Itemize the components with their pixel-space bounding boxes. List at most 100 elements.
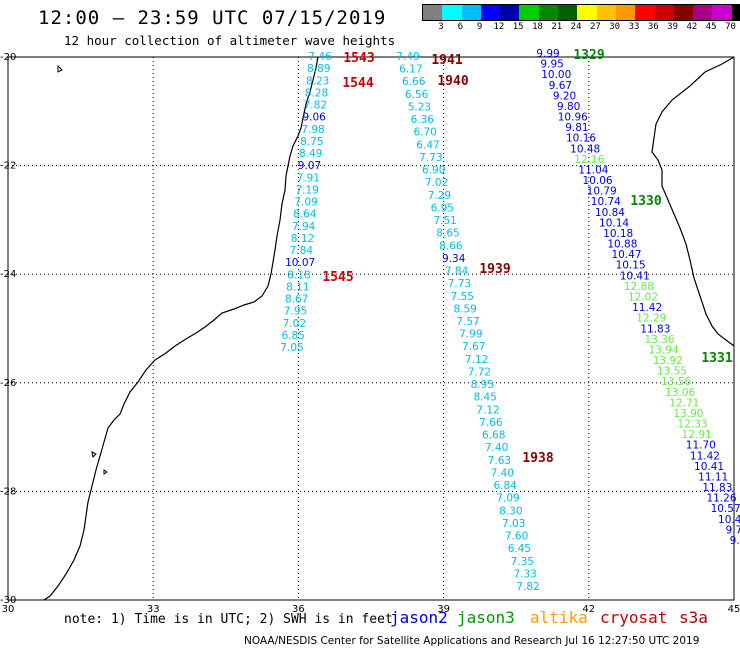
wave-height-value: 7.84	[290, 245, 314, 257]
scale-label: 39	[667, 22, 679, 32]
wave-height-value: 7.09	[294, 197, 317, 209]
wave-height-value: 11.11	[698, 471, 728, 483]
wave-height-value: 12.33	[678, 419, 708, 431]
wave-height-value: 7.02	[425, 177, 448, 189]
wave-height-value: 10.07	[285, 257, 315, 269]
pass-time-label: 1544	[342, 76, 373, 91]
wave-height-value: 10.74	[591, 196, 621, 208]
pass-time-label: 1329	[573, 48, 604, 63]
longitude-labels: 30 33 36 39 42 45	[2, 604, 740, 615]
wave-height-value: 9.81	[565, 122, 588, 134]
wave-height-value: 7.05	[280, 342, 303, 354]
wave-height-value: 10.48	[570, 143, 600, 155]
island	[103, 469, 108, 475]
wave-height-value: 11.83	[702, 482, 732, 494]
scale-swatch	[654, 5, 674, 20]
footer-note: note: 1) Time is in UTC; 2) SWH is in fe…	[64, 612, 393, 627]
wave-height-value: 7.19	[295, 184, 318, 196]
wave-height-value: 10.47	[611, 249, 641, 261]
wave-height-value: 9.67	[549, 80, 572, 92]
wave-height-value: 12.29	[636, 313, 666, 325]
scale-label: 21	[551, 22, 563, 32]
wave-height-value: 7.94	[292, 221, 316, 233]
wave-height-value: 10.15	[616, 260, 646, 272]
wave-height-value: 7.84	[445, 266, 469, 278]
wave-height-value: 13.94	[649, 344, 679, 356]
scale-swatch	[635, 5, 655, 20]
pass-time-label: 1330	[630, 194, 661, 209]
pass-time-label: 1938	[522, 451, 553, 466]
legend-jason3: jason3	[457, 608, 515, 627]
wave-height-value: 6.56	[405, 89, 429, 101]
wave-height-value: 13.36	[644, 334, 674, 346]
wave-height-value: 12.16	[574, 154, 604, 166]
scale-swatch	[519, 5, 539, 20]
scale-swatch	[731, 5, 740, 20]
lat-label: -30	[0, 595, 16, 606]
wave-height-value: 6.90	[422, 165, 445, 177]
wave-height-value: 9.4	[730, 535, 740, 547]
wave-height-value: 11.70	[686, 440, 716, 452]
wave-height-value: 7.46	[308, 51, 332, 63]
wave-height-value: 7.09	[496, 493, 519, 505]
wave-height-value: 10.41	[694, 461, 724, 473]
lon-label: 33	[147, 604, 160, 615]
coastline-west	[43, 56, 319, 601]
map-title: 12:00 – 23:59 UTC 07/15/2019	[38, 7, 387, 29]
wave-height-value: 10.84	[595, 207, 625, 219]
wave-height-value: 12.88	[624, 281, 654, 293]
wave-height-value: 11.42	[690, 450, 720, 462]
scale-label: 45	[705, 22, 717, 32]
wave-height-value: 7.98	[301, 124, 324, 136]
wave-height-value: 7.02	[283, 318, 306, 330]
wave-height-value: 7.35	[511, 556, 534, 568]
lat-label: -24	[0, 269, 16, 280]
wave-height-value: 7.73	[419, 152, 442, 164]
wave-height-value: 10.18	[603, 228, 633, 240]
wave-height-value: 8.64	[293, 209, 317, 221]
wave-height-value: 8.45	[473, 392, 496, 404]
wave-height-value: 6.68	[482, 430, 505, 442]
lon-label: 36	[292, 604, 305, 615]
map-subtitle: 12 hour collection of altimeter wave hei…	[64, 33, 396, 48]
coastline-east	[651, 56, 735, 347]
wave-height-value: 10.57	[711, 503, 740, 515]
lon-label: 30	[2, 604, 15, 615]
wave-height-value: 13.90	[673, 408, 703, 420]
wave-height-value: 9.06	[302, 112, 326, 124]
wave-height-value: 6.47	[416, 139, 439, 151]
wave-height-value: 7.67	[462, 341, 485, 353]
wave-height-value: 11.42	[632, 302, 662, 314]
wave-height-value: 8.89	[307, 63, 330, 75]
wave-height-value: 12.91	[682, 429, 712, 441]
scale-label: 6	[457, 22, 463, 32]
color-scale-bar	[422, 4, 740, 21]
scale-swatch	[577, 5, 597, 20]
wave-height-value: 6.84	[493, 480, 517, 492]
scale-swatch	[461, 5, 481, 20]
wave-height-value: 9.99	[536, 48, 559, 60]
wave-height-value: 10.96	[558, 112, 588, 124]
wave-height-value: 6.95	[431, 202, 454, 214]
wave-height-value: 8.30	[499, 505, 522, 517]
wave-height-value: 8.65	[436, 228, 459, 240]
wave-height-value: 7.72	[468, 366, 491, 378]
pass-time-label: 1941	[431, 53, 462, 68]
scale-swatch	[596, 5, 616, 20]
wave-height-value: 9.07	[298, 160, 321, 172]
wave-height-value: 9.20	[553, 90, 576, 102]
wave-height-value: 10.88	[607, 239, 637, 251]
island	[91, 451, 97, 459]
wave-height-value: 7.99	[459, 329, 482, 341]
wave-height-value: 7.55	[451, 291, 474, 303]
wave-height-value: 10.16	[566, 133, 596, 145]
wave-height-value: 10.14	[599, 217, 629, 229]
wave-height-value: 7.82	[304, 100, 327, 112]
wave-height-value: 12.02	[628, 292, 658, 304]
wave-height-value: 9.95	[540, 59, 563, 71]
wave-height-value: 8.95	[471, 379, 494, 391]
map-frame	[7, 56, 735, 601]
wave-height-value: 5.23	[408, 101, 431, 113]
credit-line: NOAA/NESDIS Center for Satellite Applica…	[244, 635, 700, 647]
